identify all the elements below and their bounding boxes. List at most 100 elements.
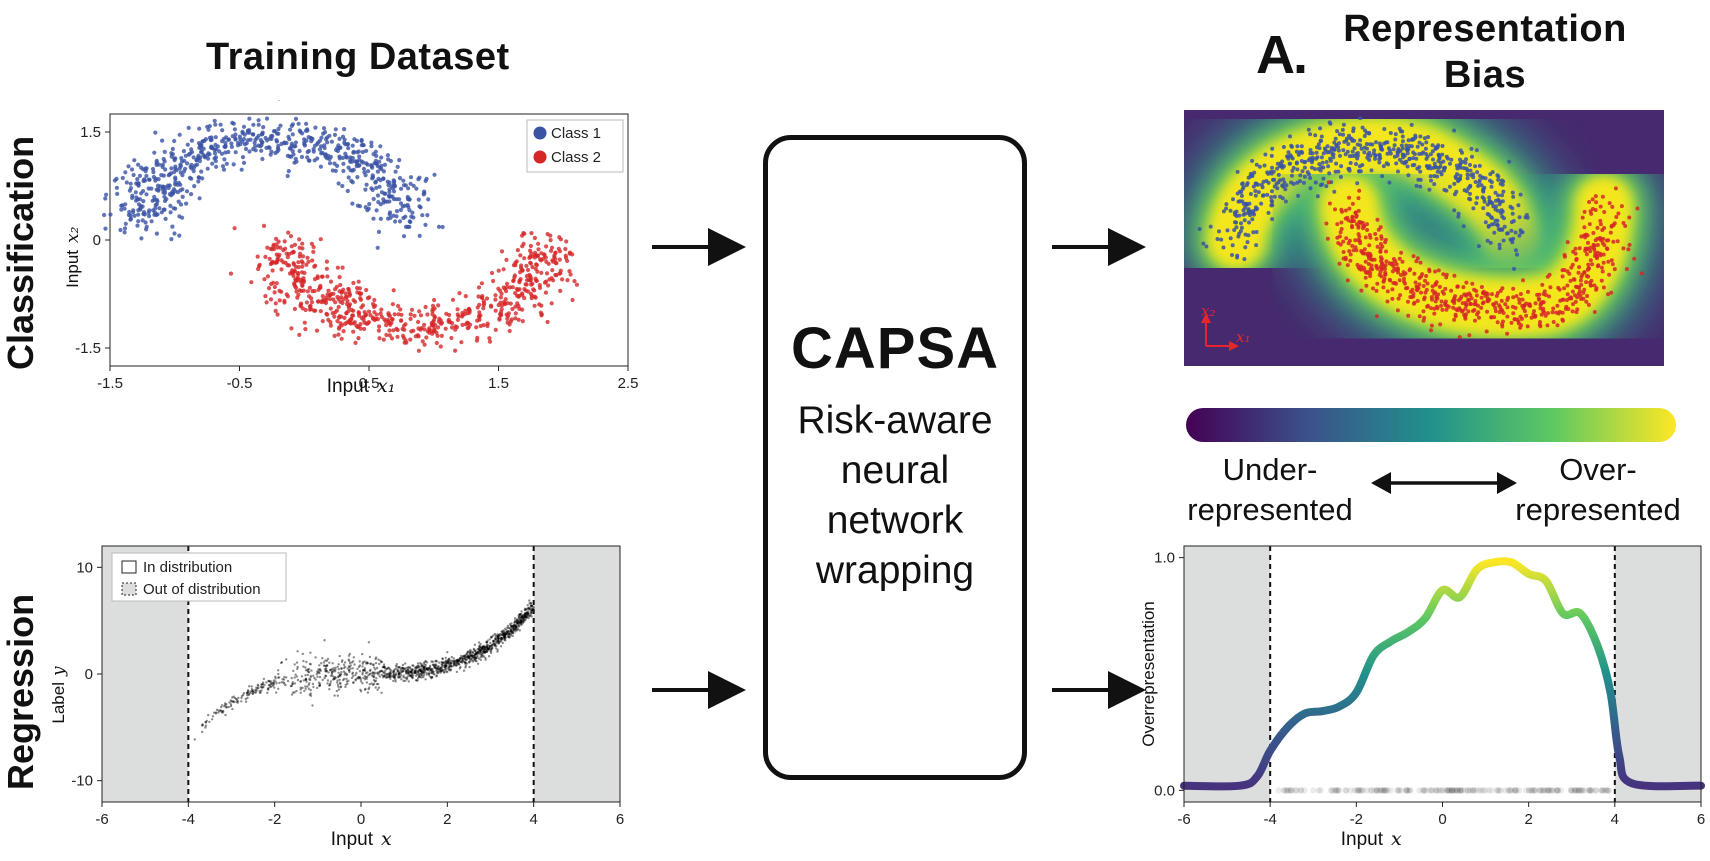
data-point (1592, 247, 1597, 252)
data-point (374, 153, 379, 158)
data-point (240, 694, 244, 698)
rug-point (1330, 787, 1338, 794)
overrepresentation-line (1180, 557, 1705, 791)
data-point (502, 634, 505, 637)
data-point (529, 251, 534, 256)
data-point (524, 615, 528, 618)
data-point (274, 138, 279, 143)
data-point (409, 670, 413, 674)
data-point (520, 612, 523, 616)
data-point (267, 688, 270, 691)
data-point (1432, 291, 1437, 296)
data-point (351, 150, 356, 155)
data-point (433, 666, 436, 669)
data-point (527, 616, 530, 620)
data-point (501, 633, 505, 637)
data-point (465, 662, 469, 665)
data-point (436, 224, 442, 229)
data-point (423, 665, 426, 669)
data-point (498, 300, 503, 305)
data-point (263, 254, 268, 259)
x-ticks: -6 -4 -2 0 2 4 6 (1177, 802, 1705, 828)
data-point (220, 128, 225, 133)
data-point (1584, 299, 1589, 304)
data-point (1484, 329, 1489, 334)
data-point (1426, 303, 1430, 308)
data-point (407, 668, 410, 671)
data-point (170, 146, 175, 152)
data-point (1500, 286, 1505, 291)
data-point (1458, 296, 1463, 301)
data-point (309, 692, 312, 695)
data-point (1464, 189, 1469, 194)
data-point (1452, 317, 1457, 322)
data-point (399, 186, 404, 191)
data-point (355, 285, 360, 291)
data-point (201, 152, 206, 157)
data-point (1427, 187, 1432, 192)
data-point (503, 635, 506, 638)
data-point (497, 633, 501, 637)
data-point (509, 629, 512, 632)
rug-point (1335, 787, 1343, 794)
data-point (1410, 137, 1415, 142)
data-point (1601, 260, 1606, 265)
data-point (318, 309, 323, 314)
data-point (1526, 289, 1530, 294)
data-point (283, 682, 286, 685)
data-point (186, 152, 191, 157)
data-point (418, 669, 421, 672)
data-point (337, 675, 340, 679)
data-point (394, 209, 400, 214)
data-point (1513, 230, 1518, 235)
data-point (513, 624, 516, 628)
data-point (496, 635, 500, 639)
data-point (1402, 276, 1406, 281)
data-point (1451, 305, 1456, 310)
data-point (318, 684, 321, 687)
data-point (416, 679, 419, 682)
data-point (1361, 265, 1366, 270)
data-point (304, 666, 307, 669)
data-point (1577, 289, 1582, 294)
data-point (359, 138, 364, 144)
data-point (277, 669, 280, 672)
data-point (1468, 184, 1473, 189)
data-point (504, 289, 509, 294)
data-point (1366, 262, 1371, 266)
data-point (1353, 238, 1358, 243)
legend: In distribution Out of distribution (111, 552, 287, 602)
data-point (1269, 195, 1274, 200)
row-label-regression: Regression (0, 593, 41, 790)
data-point (1479, 285, 1484, 289)
data-point (516, 622, 519, 626)
data-point (252, 690, 256, 693)
data-point (1490, 216, 1494, 220)
data-point (1573, 246, 1578, 251)
data-point (476, 651, 479, 654)
data-point (1489, 184, 1494, 189)
data-point (368, 683, 371, 686)
data-point (1334, 144, 1339, 148)
data-point (487, 647, 490, 650)
data-point (487, 336, 492, 341)
data-point (436, 325, 441, 330)
data-point (504, 285, 510, 290)
data-point (1396, 296, 1401, 301)
data-point (1386, 162, 1391, 167)
data-point (1299, 149, 1304, 154)
data-point (527, 610, 530, 613)
data-point (500, 637, 503, 640)
data-point (1308, 176, 1313, 180)
data-point (455, 659, 459, 662)
data-point (1368, 274, 1373, 279)
data-point (430, 677, 433, 680)
x-ticks: -6 -4 -2 0 2 4 6 (95, 802, 624, 828)
data-point (411, 183, 416, 188)
data-point (405, 670, 408, 673)
data-point (1429, 295, 1434, 300)
regression-points-group (193, 599, 535, 741)
data-point (223, 705, 226, 708)
data-point (360, 149, 365, 155)
data-point (514, 624, 518, 628)
